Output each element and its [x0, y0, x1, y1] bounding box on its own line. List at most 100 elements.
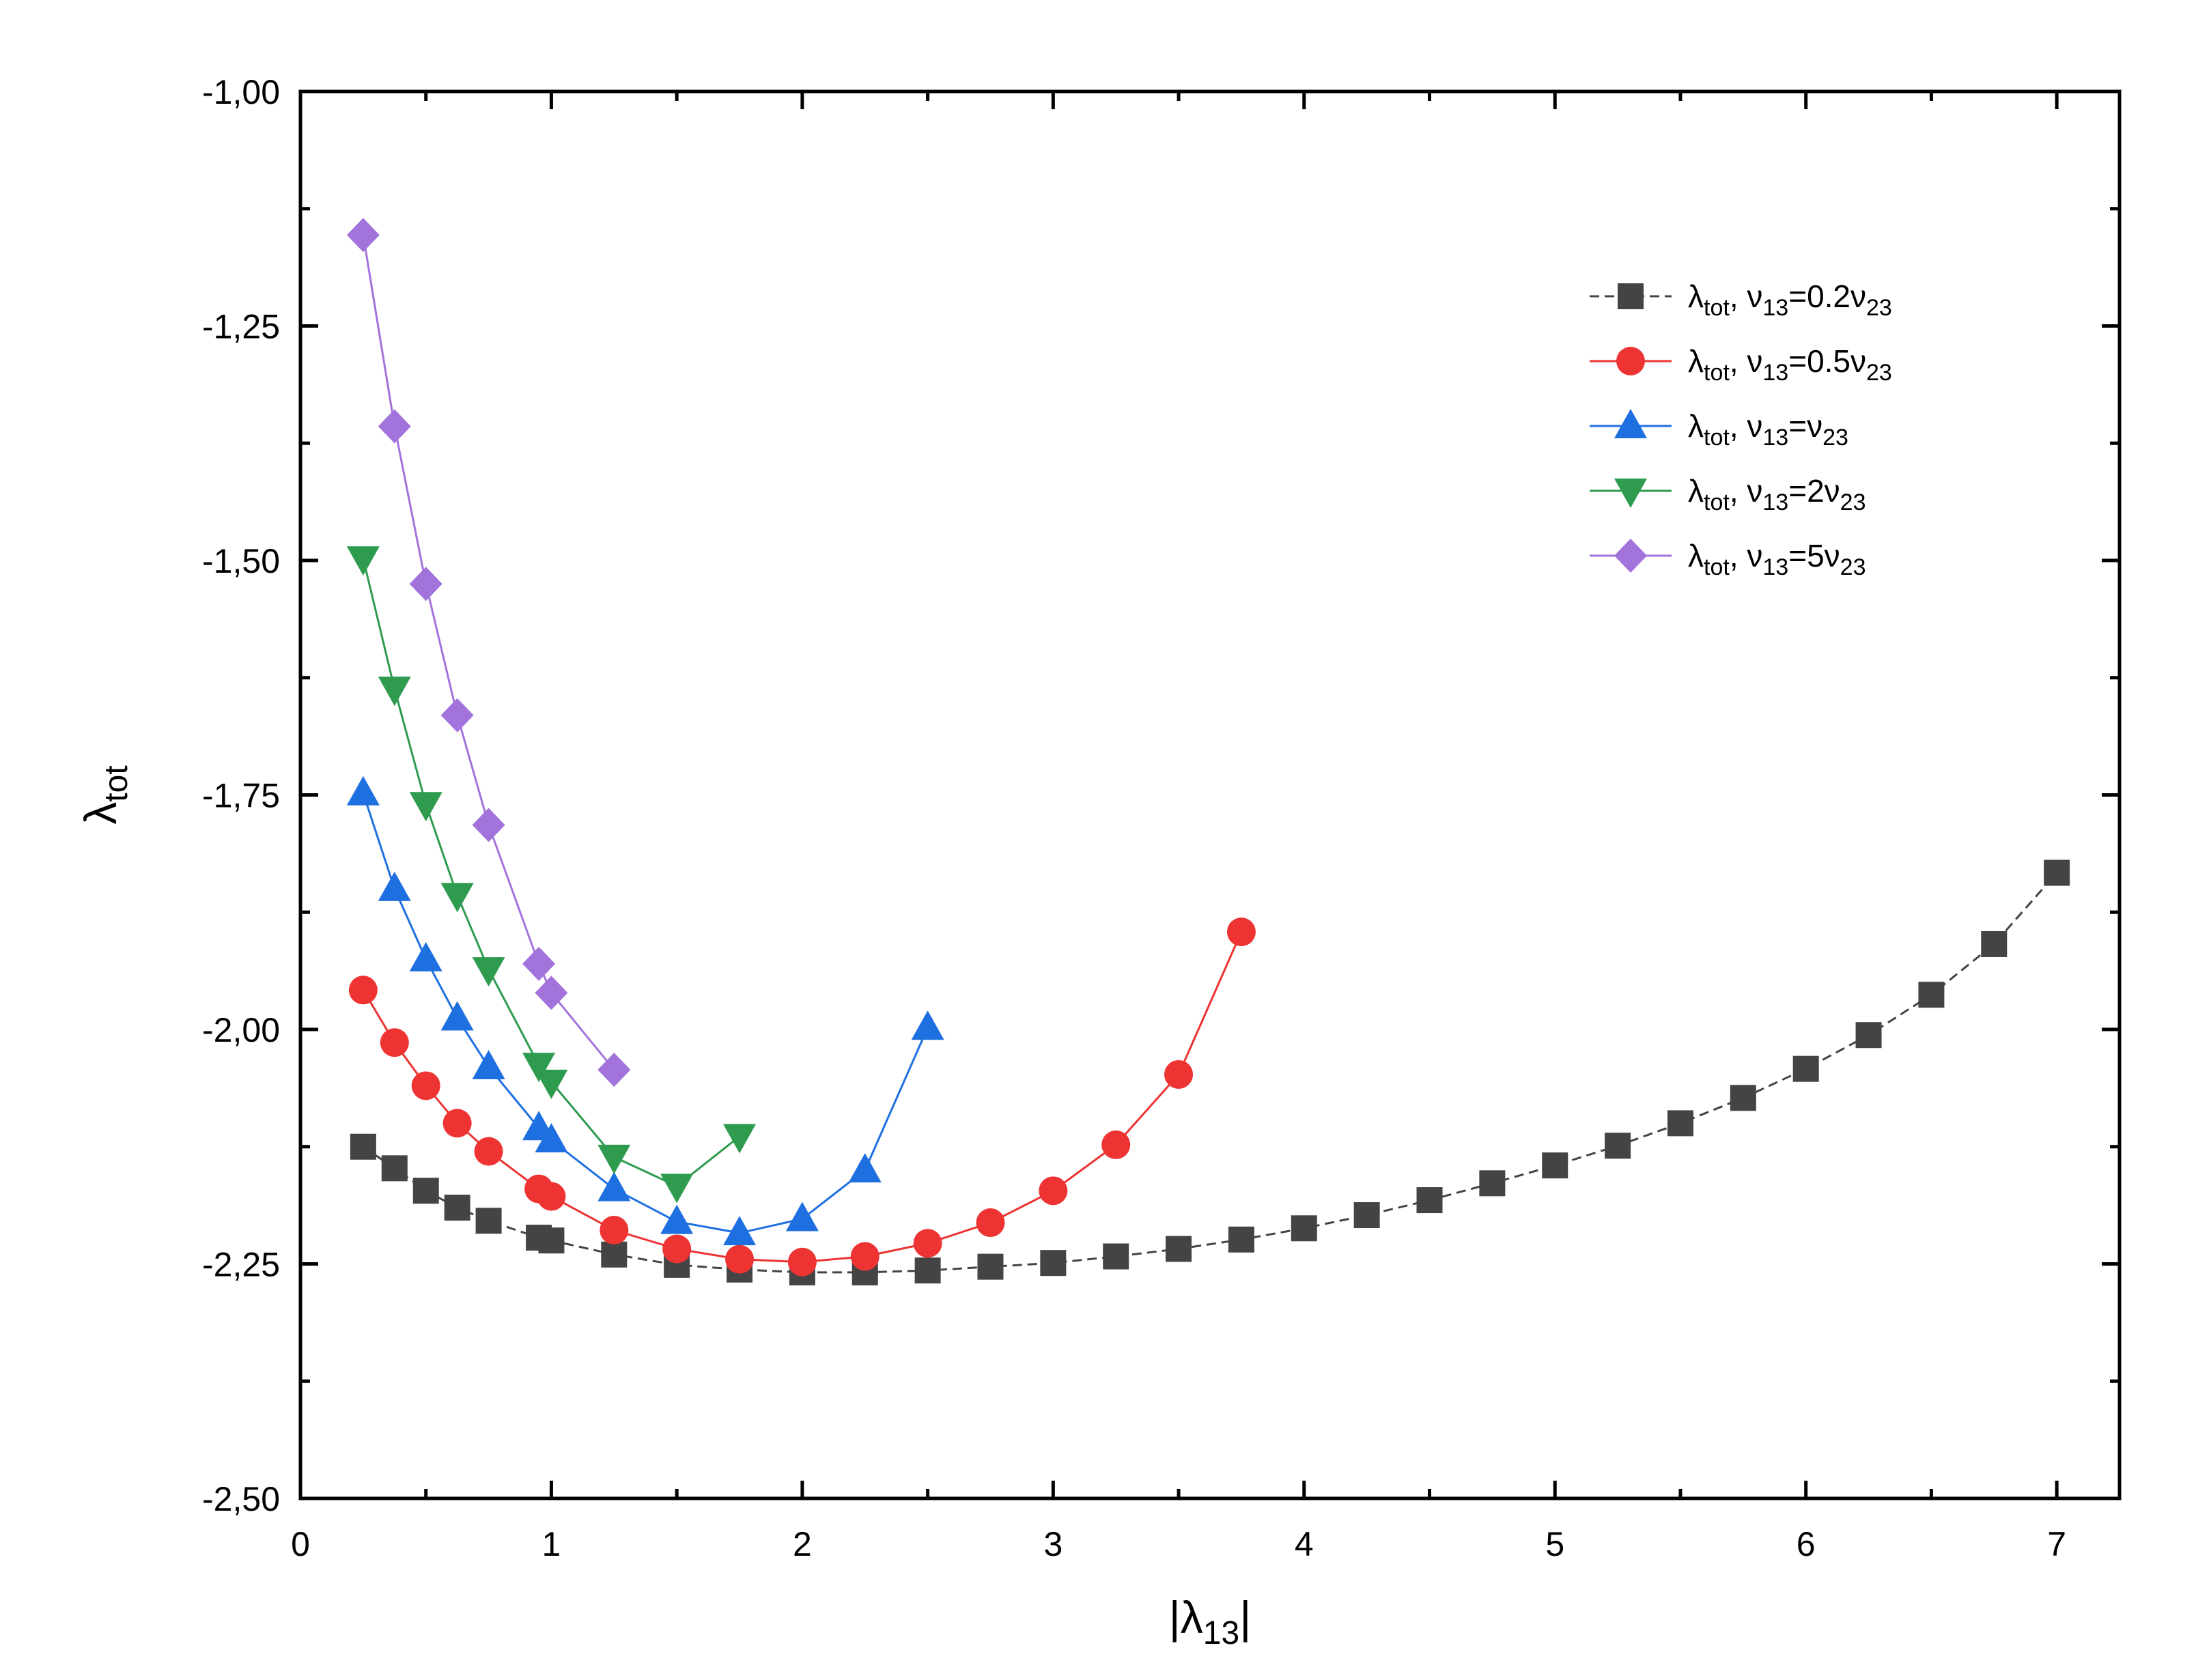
data-point: [660, 1173, 694, 1204]
data-point: [1667, 1110, 1693, 1137]
x-axis-title-main: |λ: [1169, 1592, 1203, 1642]
data-point: [725, 1244, 755, 1274]
x-tick-label: 5: [1545, 1525, 1564, 1563]
legend-label: λtot, ν13=5ν23: [1688, 538, 1866, 580]
legend-label: λtot, ν13=2ν23: [1688, 473, 1866, 515]
data-point: [1918, 982, 1945, 1008]
series-3: [346, 775, 944, 1246]
data-point: [597, 1144, 631, 1174]
data-point: [409, 792, 442, 822]
y-axis-title-sub: tot: [98, 765, 135, 801]
data-point: [472, 808, 505, 842]
data-point: [597, 1171, 631, 1201]
data-point: [597, 1053, 631, 1087]
data-point: [472, 1049, 505, 1079]
data-point: [1792, 1055, 1819, 1082]
series-4: [346, 546, 757, 1204]
data-point: [1228, 1226, 1254, 1253]
legend: λtot, ν13=0.2ν23 λtot, ν13=0.5ν23 λtot, ν1…: [1590, 279, 1892, 580]
data-point: [522, 1053, 556, 1083]
data-point: [442, 1109, 472, 1138]
data-point: [1730, 1085, 1756, 1111]
x-tick-label: 1: [542, 1525, 561, 1563]
data-point: [977, 1253, 1004, 1280]
x-axis-title: |λ13|: [1169, 1592, 1252, 1651]
data-point: [660, 1204, 694, 1234]
x-tick-label: 6: [1797, 1525, 1816, 1563]
data-point: [474, 1137, 503, 1166]
data-point: [914, 1257, 941, 1284]
data-point: [350, 1133, 376, 1160]
data-point: [913, 1229, 942, 1258]
x-tick-label: 7: [2047, 1525, 2066, 1563]
y-tick-label: -1,25: [202, 308, 280, 346]
legend-marker: [1614, 409, 1647, 438]
data-point: [911, 1010, 944, 1040]
legend-marker: [1616, 347, 1645, 375]
data-point: [348, 976, 378, 1005]
data-point: [1103, 1243, 1129, 1270]
data-point: [535, 976, 568, 1010]
data-point: [1605, 1133, 1631, 1159]
legend-label: λtot, ν13=0.2ν23: [1688, 279, 1892, 321]
data-point: [440, 883, 474, 913]
data-point: [535, 1069, 568, 1099]
data-point: [1542, 1152, 1568, 1179]
data-point: [600, 1216, 629, 1245]
series-2: [348, 917, 1256, 1277]
series-5: [346, 218, 631, 1087]
data-point: [1226, 917, 1256, 947]
data-point: [346, 775, 380, 806]
data-point: [409, 567, 442, 601]
data-point: [2044, 859, 2070, 886]
data-point: [378, 409, 411, 444]
y-tick-label: -2,00: [202, 1011, 280, 1049]
data-point: [1166, 1236, 1192, 1262]
data-point: [411, 1071, 440, 1100]
data-point: [1291, 1215, 1317, 1242]
data-point: [1479, 1170, 1506, 1197]
data-point: [723, 1124, 757, 1154]
data-point: [1981, 930, 2008, 957]
data-point: [381, 1155, 408, 1182]
data-point: [380, 1028, 409, 1057]
data-point: [444, 1195, 470, 1221]
x-tick-label: 0: [291, 1525, 310, 1563]
legend-item: λtot, ν13=0.2ν23: [1590, 279, 1892, 321]
data-point: [378, 677, 411, 707]
data-point: [346, 546, 380, 576]
data-point: [535, 1123, 568, 1153]
legend-marker: [1618, 283, 1644, 309]
y-tick-label: -1,50: [202, 542, 280, 580]
data-point: [1416, 1187, 1443, 1214]
x-axis-title-end: |: [1239, 1592, 1251, 1642]
legend-label: λtot, ν13=0.5ν23: [1688, 343, 1892, 386]
legend-marker: [1614, 479, 1647, 508]
series-line: [362, 558, 740, 1188]
ticks-layer: 0 1 2 3 4 5 6 7 -2,50 -2,25 -2,00 -1,75 -1,50 -1,25 -1…: [202, 73, 2120, 1563]
data-point: [1353, 1202, 1380, 1229]
legend-item: λtot, ν13=2ν23: [1590, 473, 1866, 515]
x-tick-label: 3: [1043, 1525, 1062, 1563]
data-point: [723, 1216, 757, 1246]
data-point: [537, 1182, 566, 1211]
x-axis-title-sub: 13: [1203, 1615, 1239, 1651]
data-point: [848, 1153, 882, 1183]
data-point: [601, 1241, 628, 1268]
data-point: [850, 1242, 879, 1271]
data-point: [1040, 1250, 1067, 1277]
data-point: [1101, 1130, 1131, 1160]
data-point: [409, 941, 442, 971]
y-tick-label: -1,00: [202, 73, 280, 111]
y-axis-title: λtot: [75, 765, 135, 824]
x-tick-label: 4: [1295, 1525, 1314, 1563]
data-point: [1855, 1022, 1882, 1049]
data-point: [412, 1178, 439, 1204]
x-tick-label: 2: [793, 1525, 812, 1563]
data-point: [976, 1208, 1005, 1238]
y-tick-label: -2,50: [202, 1480, 280, 1518]
data-point: [440, 1001, 474, 1031]
y-tick-label: -1,75: [202, 777, 280, 815]
data-point: [378, 871, 411, 901]
